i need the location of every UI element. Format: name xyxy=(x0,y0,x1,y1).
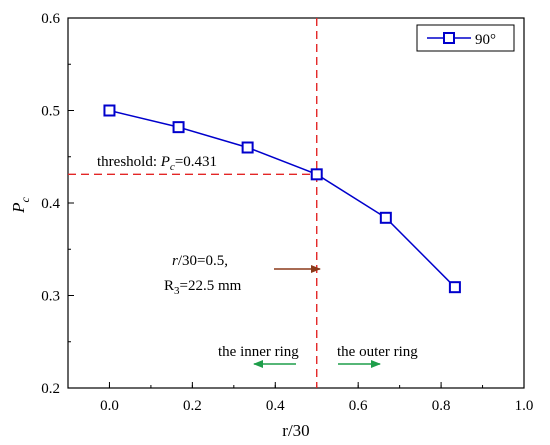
data-point xyxy=(379,211,392,224)
y-tick-label: 0.6 xyxy=(41,11,60,27)
series-line xyxy=(109,109,456,288)
outer-ring-label: the outer ring xyxy=(337,344,418,360)
x-tick-label: 0.0 xyxy=(100,398,119,414)
legend: 90° xyxy=(416,24,515,52)
data-point xyxy=(172,121,185,134)
y-tick-label: 0.3 xyxy=(41,289,60,305)
x-tick-label: 0.4 xyxy=(266,398,285,414)
y-tick-label: 0.5 xyxy=(41,104,60,120)
inner-ring-label: the inner ring xyxy=(218,344,299,360)
series-layer xyxy=(103,104,461,294)
x-axis-ticks: 0.0 0.2 0.4 0.6 0.8 1.0 xyxy=(67,382,534,414)
plot-frame xyxy=(67,17,525,389)
data-point xyxy=(448,281,461,294)
data-point xyxy=(103,104,116,117)
legend-label: 90° xyxy=(475,32,496,48)
x-axis-title: r/30 xyxy=(282,421,309,440)
threshold-annotation: threshold: Pc=0.431 xyxy=(97,154,217,173)
data-point xyxy=(241,141,254,154)
x-tick-label: 0.6 xyxy=(349,398,368,414)
x-tick-label: 0.8 xyxy=(432,398,451,414)
y-tick-label: 0.2 xyxy=(41,381,60,397)
x-tick-label: 1.0 xyxy=(515,398,534,414)
radius-annotation: R3=22.5 mm xyxy=(164,278,242,297)
legend-marker xyxy=(443,32,455,44)
r-value-annotation: r/30=0.5, xyxy=(172,253,228,269)
y-axis-title: Pc xyxy=(9,196,32,213)
y-axis-ticks: 0.2 0.3 0.4 0.5 0.6 xyxy=(41,11,74,397)
data-point xyxy=(310,168,323,181)
y-tick-label: 0.4 xyxy=(41,196,60,212)
x-tick-label: 0.2 xyxy=(183,398,202,414)
